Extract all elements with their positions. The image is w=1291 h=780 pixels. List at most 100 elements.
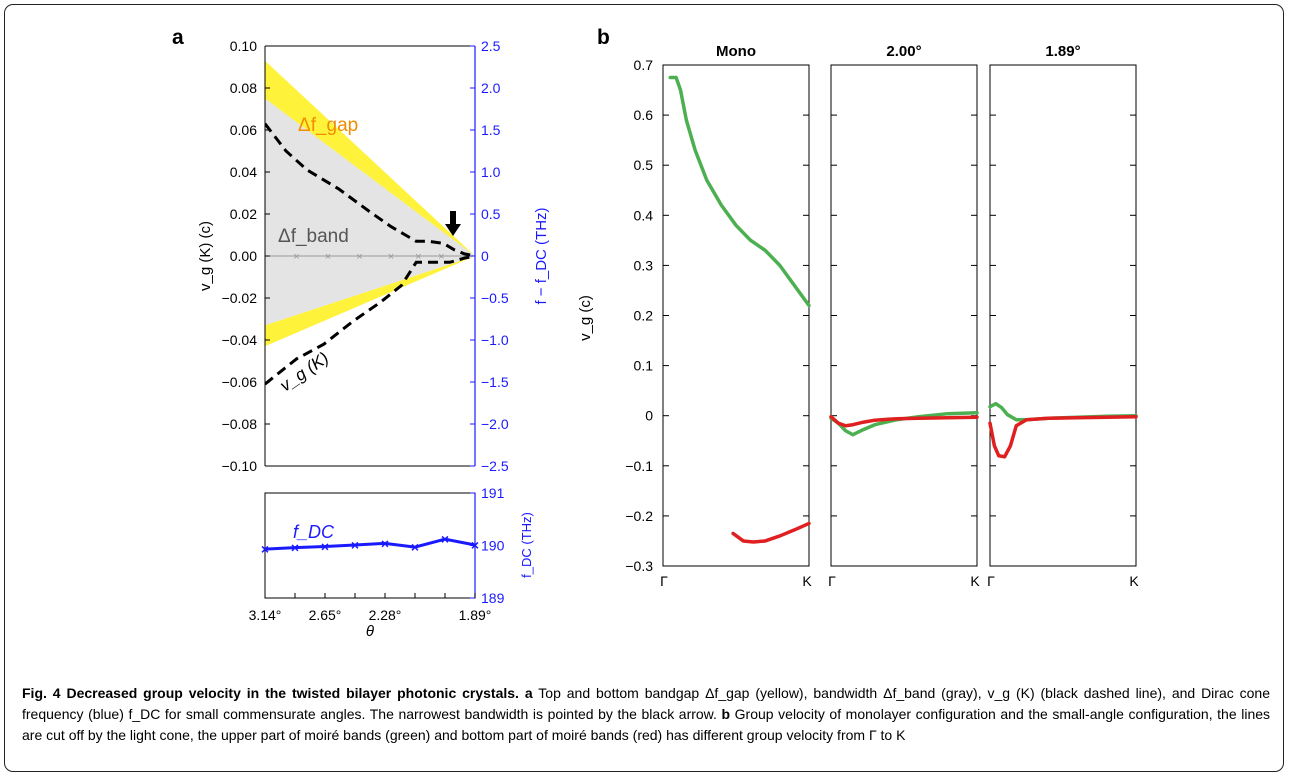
annotation-gap: Δf_gap (298, 115, 358, 136)
fdc-series-line (264, 537, 476, 551)
ytick-label-b: 0.5 (634, 157, 654, 173)
ytick-label-right: 1.5 (481, 122, 501, 138)
ytick-label-b: 0 (645, 408, 653, 424)
ytick-label-left: −0.06 (222, 374, 258, 390)
xtick-label-gamma: Γ (987, 573, 995, 589)
vg-dashed-upper (265, 122, 475, 258)
xtick-label-k: K (802, 573, 812, 589)
xtick-label-k: K (970, 573, 980, 589)
ytick-label-b: 0.2 (634, 308, 654, 324)
fdc-markers: × × × × × × × × (261, 531, 479, 557)
caption-a-text: Top and bottom bandgap Δf_gap (yellow), … (22, 685, 1270, 722)
ytick-label-b: 0.6 (634, 107, 654, 123)
zero-marker: × (388, 251, 394, 263)
panel-label-b: b (597, 26, 610, 49)
zero-marker: × (293, 251, 299, 263)
ytick-label-left: 0.00 (230, 248, 257, 264)
ylabel-fdc: f_DC (THz) (519, 512, 534, 578)
xtick-label-gamma: Γ (660, 573, 668, 589)
ytick-label-left: 0.10 (230, 38, 257, 54)
xtick-label-gamma: Γ (828, 573, 836, 589)
vg-dashed-lower (265, 254, 475, 386)
xtick-label-theta: 1.89° (459, 607, 492, 623)
band-line (988, 414, 1138, 459)
zero-markers: × × × × × × (293, 251, 444, 263)
ytick-label-b: 0.7 (634, 57, 654, 73)
ytick-label-right: 2.5 (481, 38, 501, 54)
ytick-label-right: 0.5 (481, 206, 501, 222)
ytick-label-right: 0 (481, 248, 489, 264)
ytick-label-b: 0.1 (634, 358, 654, 374)
fdc-point: × (471, 537, 479, 553)
band-line (731, 521, 811, 544)
ytick-label-right: −2.0 (481, 416, 509, 432)
caption-b-text: Group velocity of monolayer configuratio… (22, 706, 1271, 743)
band-line (829, 414, 979, 428)
zero-marker: × (325, 251, 331, 263)
fdc-point: × (291, 540, 299, 556)
gap-band-lower (265, 256, 475, 347)
subplot-1: Mono Γ K (660, 43, 812, 589)
ytick-label-fdc: 189 (481, 590, 505, 606)
ytick-label-left: −0.04 (222, 332, 258, 348)
ytick-label-b: −0.2 (625, 508, 653, 524)
fdc-point: × (321, 539, 329, 555)
ytick-label-left: −0.08 (222, 416, 258, 432)
subplot-title: Mono (716, 43, 756, 60)
figure-caption: Fig. 4 Decreased group velocity in the t… (22, 683, 1270, 746)
fdc-point: × (441, 531, 449, 547)
subplot-3: 1.89° Γ K (987, 43, 1139, 589)
ylabel-b: v_g (c) (577, 295, 594, 341)
ytick-label-right: −2.5 (481, 458, 509, 474)
panel-a-top-chart: × × × × × × 0.10 0.08 0.06 0.04 0.02 0.00 −0.02 −0.0… (197, 38, 550, 474)
figure-frame (4, 4, 1284, 772)
ytick-label-left: 0.08 (230, 80, 257, 96)
ytick-label-b: −0.1 (625, 458, 653, 474)
xtick-label-theta: 2.28° (369, 607, 402, 623)
fdc-point: × (381, 535, 389, 551)
ytick-label-right: −0.5 (481, 290, 509, 306)
narrowest-bandwidth-arrow (445, 211, 461, 236)
panel-a-bottom-chart: 191 190 189 3.14° 2.65° 2.28° 1.89° × × × × × × × × f… (249, 485, 534, 640)
xtick-label-theta: 2.65° (309, 607, 342, 623)
gap-band-upper (265, 60, 475, 257)
ytick-label-right: −1.5 (481, 374, 509, 390)
panel-b-chart: 0.7 0.6 0.5 0.4 0.3 0.2 0.1 0 −0.1 −0.2 −0.3 v_g (… (577, 43, 1139, 589)
fdc-point: × (261, 541, 269, 557)
xtick-label-theta: 3.14° (249, 607, 282, 623)
caption-b-label: b (721, 706, 731, 722)
subplot-title: 1.89° (1045, 43, 1080, 60)
xlabel-theta: θ (366, 623, 374, 640)
ylabel-left-a: v_g (K) (c) (197, 221, 214, 291)
fdc-point: × (411, 539, 419, 555)
ylabel-right-a: f − f_DC (THz) (533, 207, 550, 304)
fdc-point: × (351, 537, 359, 553)
ytick-label-b: 0.3 (634, 257, 654, 273)
xtick-label-k: K (1129, 573, 1139, 589)
panel-label-a: a (172, 26, 184, 49)
band-line (668, 75, 811, 308)
ytick-label-left: −0.10 (222, 458, 258, 474)
ytick-label-left: 0.06 (230, 122, 257, 138)
annotation-band: Δf_band (278, 226, 349, 247)
subplot-2: 2.00° Γ K (828, 43, 980, 589)
zero-marker: × (415, 251, 421, 263)
zero-marker: × (438, 251, 444, 263)
ytick-label-right: 1.0 (481, 164, 501, 180)
ytick-label-fdc: 190 (481, 538, 505, 554)
caption-a-label: a (524, 685, 533, 701)
ytick-label-b: −0.3 (625, 558, 653, 574)
subplot-title: 2.00° (886, 43, 921, 60)
band-line (829, 410, 979, 437)
ytick-label-b: 0.4 (634, 207, 654, 223)
ytick-label-fdc: 191 (481, 485, 505, 501)
ytick-label-left: 0.04 (230, 164, 257, 180)
ytick-label-left: −0.02 (222, 290, 258, 306)
ytick-label-left: 0.02 (230, 206, 257, 222)
ytick-label-right: −1.0 (481, 332, 509, 348)
zero-marker: × (356, 251, 362, 263)
series-label-fdc: f_DC (293, 522, 335, 542)
bandwidth-region (265, 98, 475, 326)
ytick-label-right: 2.0 (481, 80, 501, 96)
